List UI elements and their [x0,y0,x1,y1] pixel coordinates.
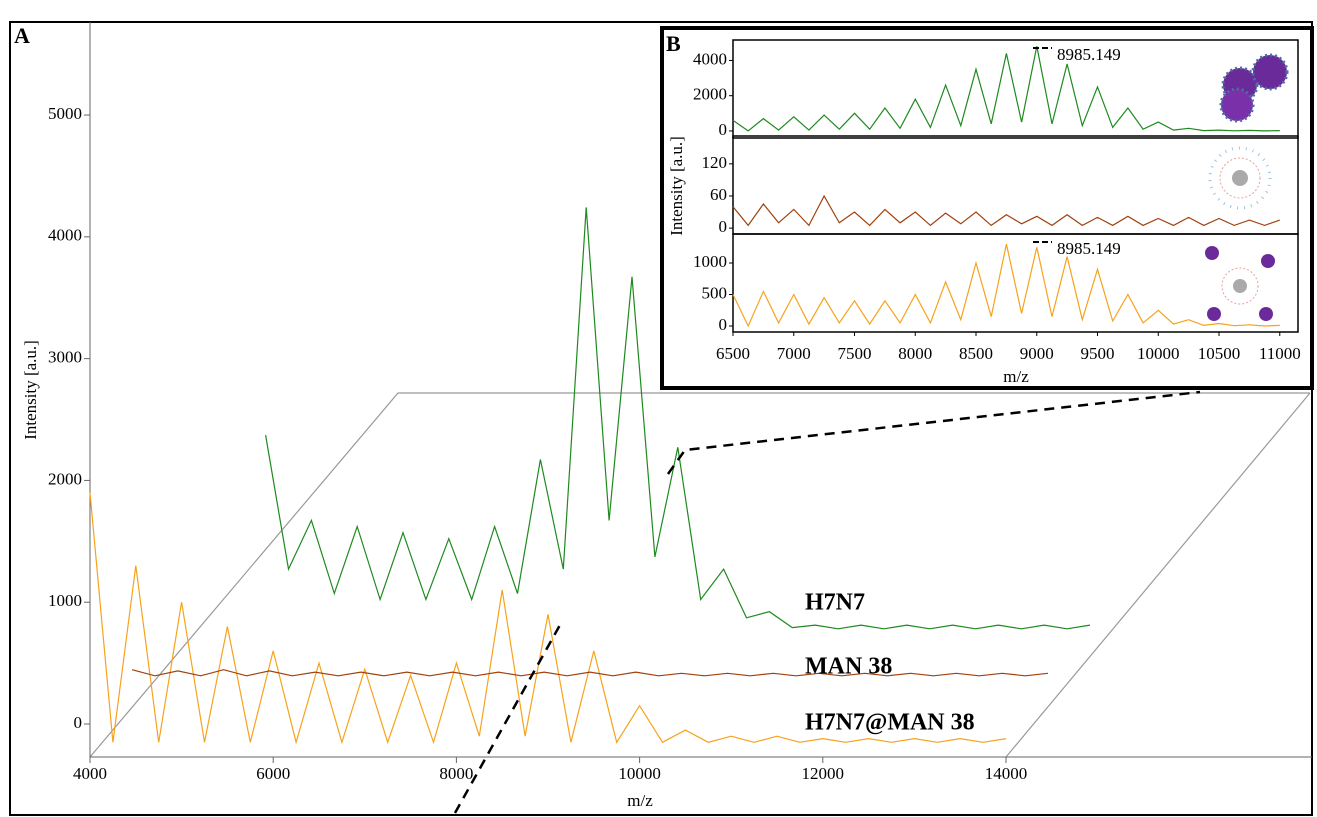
spectrum-line [265,207,1091,630]
y-axis-title: Intensity [a.u.] [667,136,686,236]
y-tick-label: 1000 [693,252,727,271]
x-axis-title: m/z [627,791,653,810]
x-axis-title: m/z [1003,367,1029,386]
depth-plane [1005,392,1311,758]
x-tick-label: 7000 [777,344,811,363]
depth-plane [89,392,1310,758]
legend-label: H7N7 [805,590,865,616]
y-tick-label: 4000 [693,49,727,68]
x-tick-label: 10000 [1137,344,1180,363]
y-tick-label: 0 [719,120,728,139]
legend-label: H7N7@MAN 38 [805,710,975,736]
x-tick-label: 4000 [73,764,107,783]
virus-icon [1219,53,1289,123]
zoom-line [453,624,562,814]
x-tick-label: 12000 [802,764,845,783]
x-tick-label: 14000 [985,764,1028,783]
y-tick-label: 0 [719,217,728,236]
panel-frame [732,233,1299,333]
y-tick-label: 4000 [48,226,82,245]
spectrum-line [131,669,1049,677]
zoom-line [666,390,1201,475]
y-tick-label: 2000 [693,85,727,104]
legend-label: MAN 38 [805,654,892,680]
y-tick-label: 0 [719,315,728,334]
x-tick-label: 6000 [256,764,290,783]
spectrum-line [732,194,1280,227]
spectrum-line [732,243,1280,328]
x-tick-label: 10000 [618,764,661,783]
peak-annotation: 8985.149 [1057,45,1121,64]
y-tick-label: 1000 [48,591,82,610]
x-tick-label: 8000 [898,344,932,363]
x-tick-label: 6500 [716,344,750,363]
y-tick-label: 500 [702,283,728,302]
main-plot: 4000 6000 8000 10000 12000 140000100020003000… [48,104,1091,783]
y-tick-label: 5000 [48,104,82,123]
inset-plot: 0 2000 4000 8985.149 0 60 120 0 500 1000 8985.149 6… [693,39,1301,363]
nanoparticle-icon [1208,146,1272,210]
panel-label: B [666,31,681,56]
x-tick-label: 7500 [838,344,872,363]
inset-frame [660,26,1314,390]
spectrum-line [732,46,1280,132]
y-tick-label: 120 [702,153,728,172]
y-tick-label: 2000 [48,469,82,488]
peak-annotation: 8985.149 [1057,239,1121,258]
complex-icon [1205,246,1275,321]
panel-label: A [14,23,30,48]
outer-frame [9,21,1313,816]
x-tick-label: 8000 [439,764,473,783]
y-axis-title: Intensity [a.u.] [21,340,40,440]
y-tick-label: 60 [710,185,727,204]
x-tick-label: 8500 [959,344,993,363]
x-tick-label: 9500 [1081,344,1115,363]
y-tick-label: 3000 [48,348,82,367]
spectrum-line [89,492,1007,745]
y-tick-label: 0 [74,713,83,732]
x-tick-label: 10500 [1198,344,1241,363]
x-tick-label: 11000 [1259,344,1301,363]
panel-frame [732,39,1299,139]
x-tick-label: 9000 [1020,344,1054,363]
